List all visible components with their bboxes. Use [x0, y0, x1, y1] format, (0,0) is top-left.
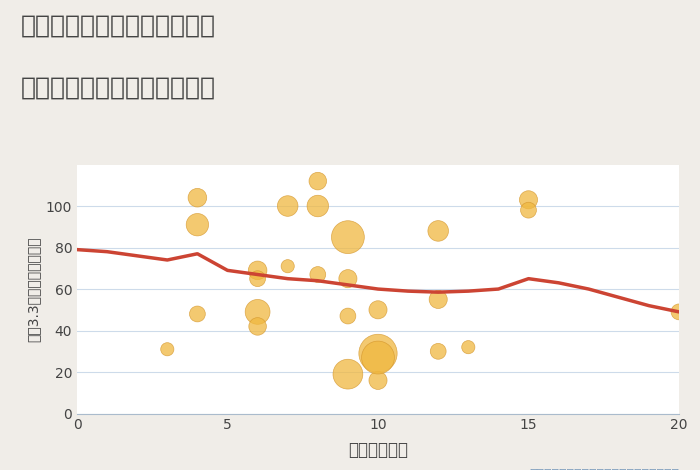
Y-axis label: 坪（3.3㎡）単価（万円）: 坪（3.3㎡）単価（万円）	[26, 236, 40, 342]
Point	[342, 275, 354, 282]
Point	[463, 344, 474, 351]
Point	[192, 310, 203, 318]
Point	[282, 202, 293, 210]
Point	[523, 206, 534, 214]
Point	[342, 312, 354, 320]
Point	[312, 202, 323, 210]
Point	[282, 262, 293, 270]
Point	[372, 354, 384, 361]
Text: 三重県四日市市あさけが丘の: 三重県四日市市あさけが丘の	[21, 14, 216, 38]
Point	[342, 234, 354, 241]
Point	[342, 370, 354, 378]
Point	[192, 194, 203, 202]
Point	[192, 221, 203, 228]
Point	[372, 306, 384, 313]
Point	[252, 266, 263, 274]
Point	[433, 227, 444, 235]
Point	[312, 177, 323, 185]
X-axis label: 駅距離（分）: 駅距離（分）	[348, 441, 408, 459]
Point	[523, 196, 534, 204]
Point	[252, 308, 263, 316]
Text: 駅距離別中古マンション価格: 駅距離別中古マンション価格	[21, 75, 216, 99]
Text: 円の大きさは、取引のあった物件面積を示す: 円の大きさは、取引のあった物件面積を示す	[529, 469, 679, 470]
Point	[312, 271, 323, 278]
Point	[433, 296, 444, 303]
Point	[673, 308, 685, 316]
Point	[252, 275, 263, 282]
Point	[372, 350, 384, 357]
Point	[252, 323, 263, 330]
Point	[433, 348, 444, 355]
Point	[162, 345, 173, 353]
Point	[372, 376, 384, 384]
